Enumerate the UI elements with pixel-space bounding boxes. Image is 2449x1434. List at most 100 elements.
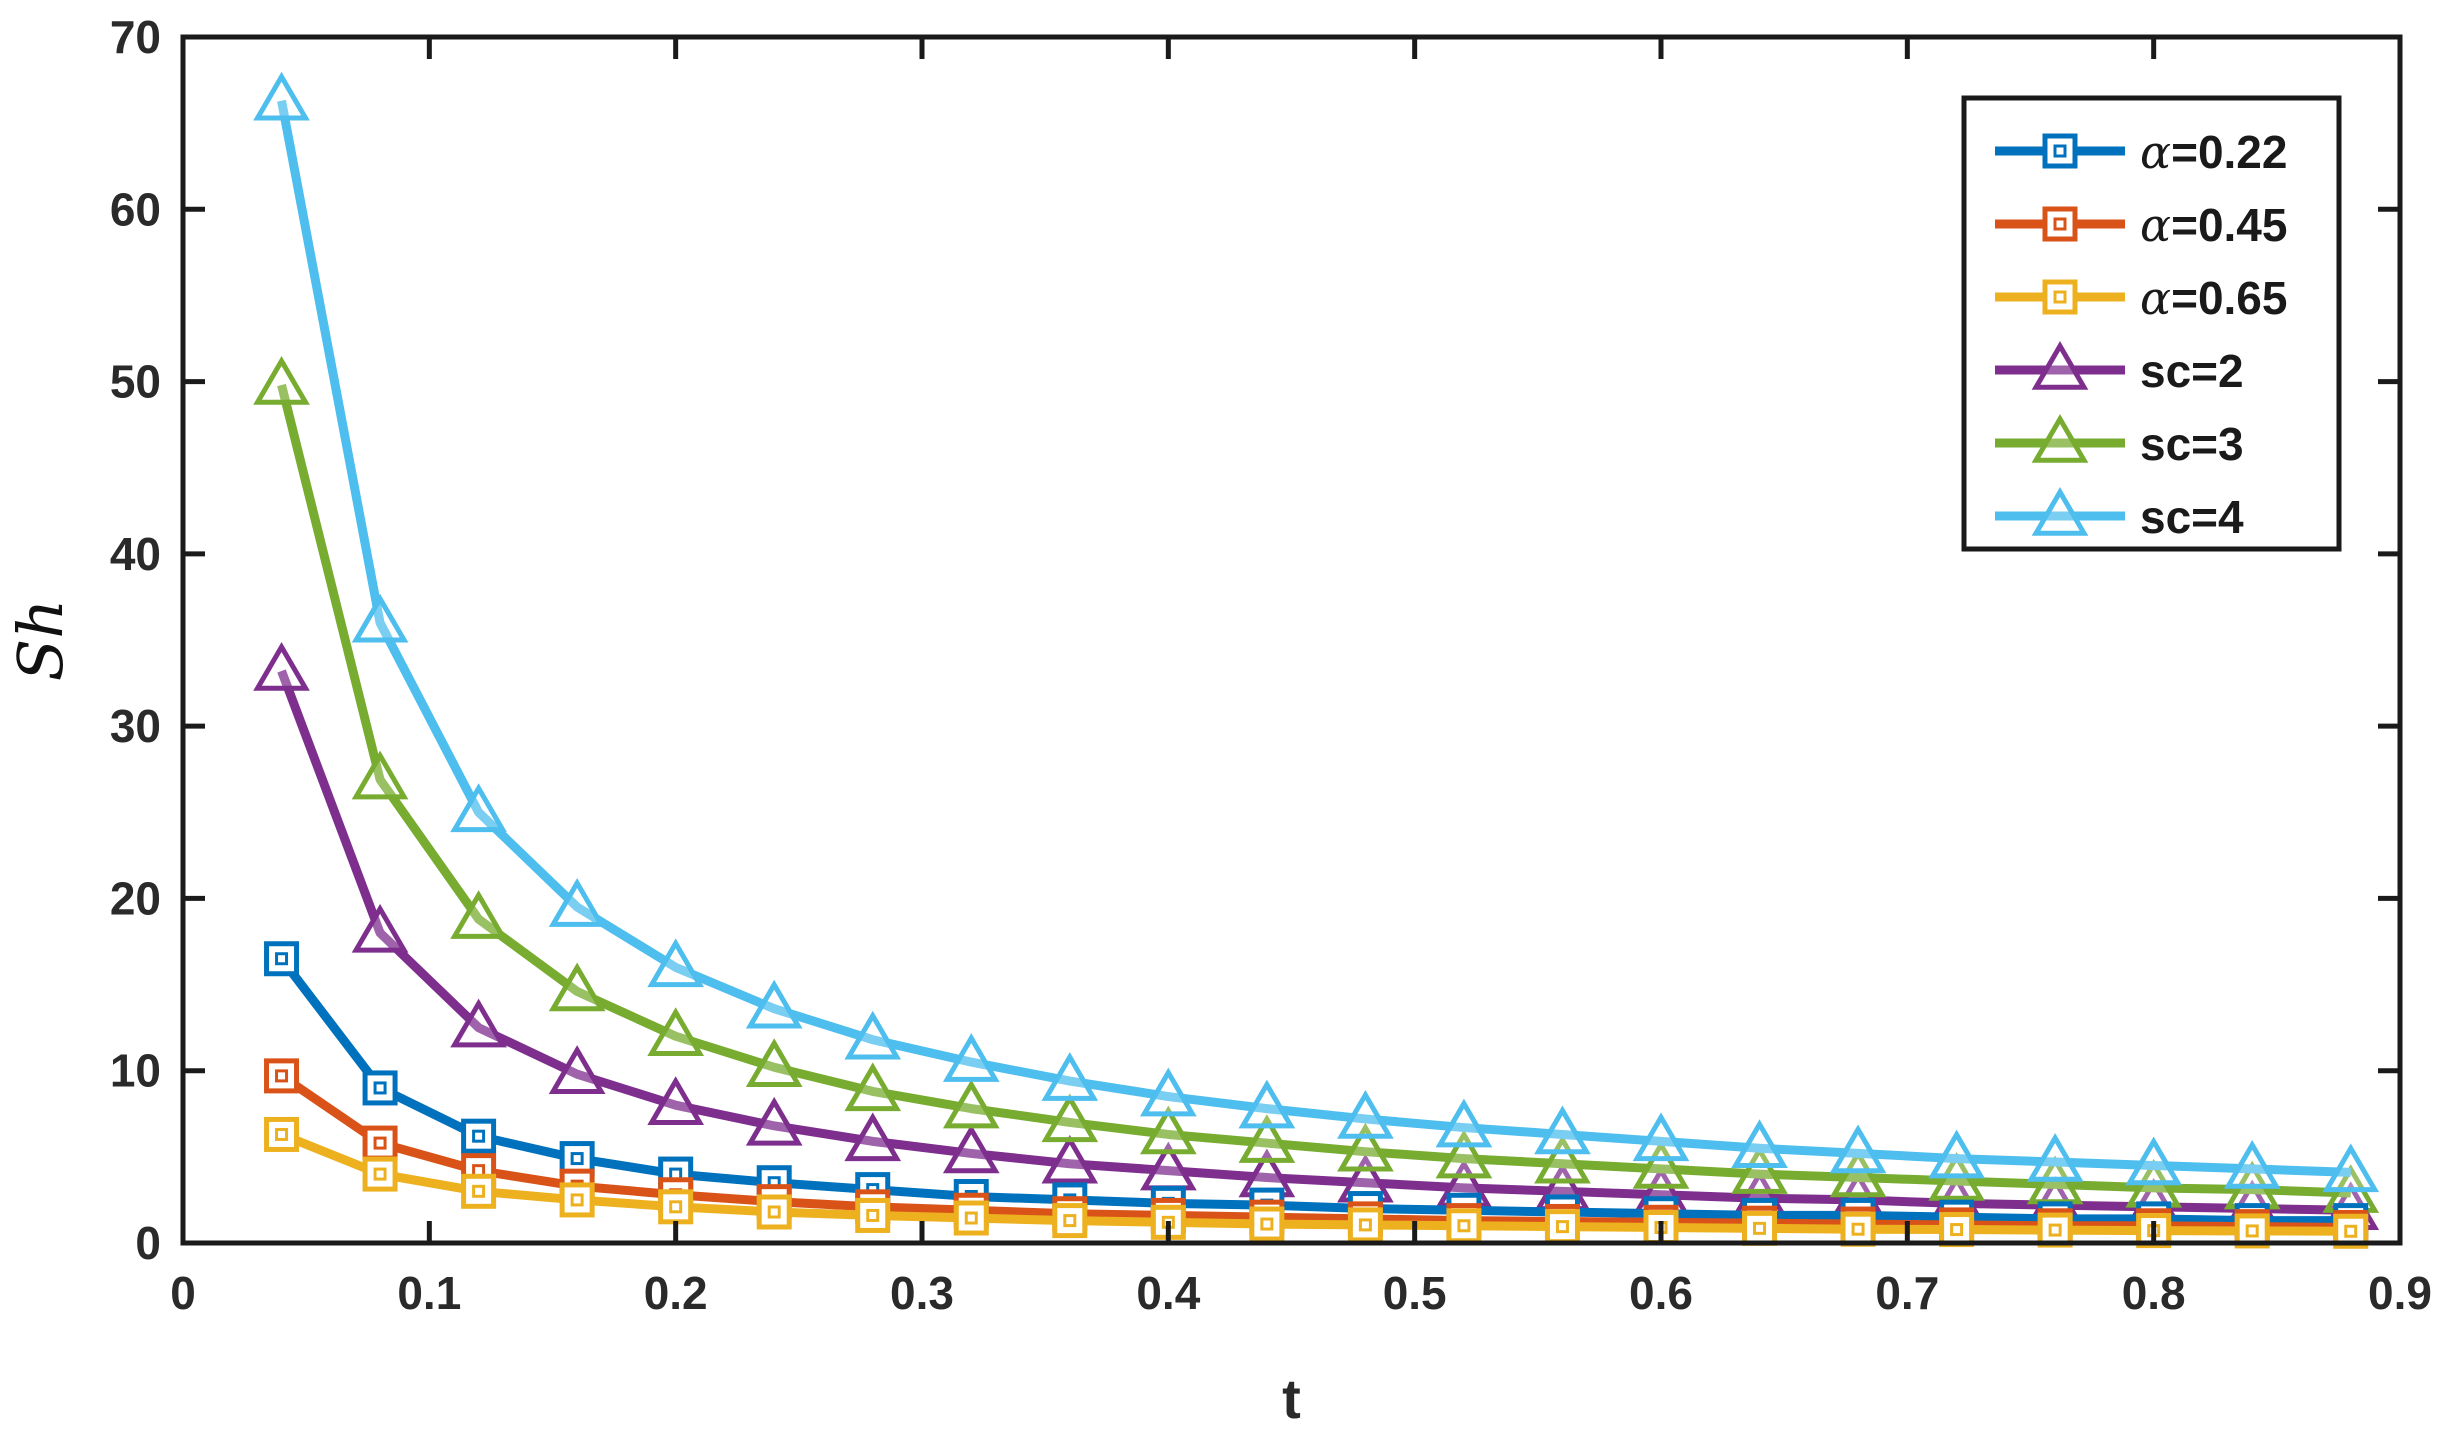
data-point bbox=[351, 903, 409, 953]
x-tick-label: 0 bbox=[170, 1267, 196, 1319]
data-point bbox=[2026, 1133, 2084, 1182]
y-tick-label: 30 bbox=[110, 700, 161, 752]
data-point bbox=[1041, 1093, 1099, 1143]
legend-label-text: =0.22 bbox=[2171, 126, 2287, 178]
legend-label-text: sc=2 bbox=[2140, 345, 2244, 397]
data-point bbox=[1249, 1206, 1285, 1242]
data-point bbox=[1731, 1145, 1788, 1194]
data-point bbox=[559, 1182, 595, 1218]
legend-box bbox=[1961, 95, 2342, 552]
data-point bbox=[351, 750, 409, 800]
data-point bbox=[548, 1045, 606, 1094]
legend-label-greek: α bbox=[2140, 198, 2171, 252]
x-axis-title: t bbox=[1282, 1367, 1301, 1430]
y-tick-label: 50 bbox=[110, 356, 161, 408]
data-point bbox=[1742, 1210, 1778, 1246]
legend-label-text: =0.65 bbox=[2171, 272, 2287, 324]
legend-entry: α=0.22 bbox=[1995, 125, 2287, 179]
data-point bbox=[1337, 1089, 1394, 1139]
legend-swatch-marker bbox=[2031, 487, 2089, 536]
data-point bbox=[1939, 1212, 1975, 1248]
legend-label: α=0.22 bbox=[2140, 125, 2287, 179]
data-point bbox=[1534, 1105, 1591, 1155]
axes-frame bbox=[180, 34, 2403, 1246]
data-point bbox=[1435, 1098, 1493, 1148]
y-tick-label: 0 bbox=[135, 1217, 161, 1269]
data-point bbox=[658, 1189, 694, 1225]
tick-marks bbox=[180, 34, 2403, 1246]
data-point bbox=[1829, 1124, 1887, 1174]
x-tick-label: 0.2 bbox=[644, 1267, 708, 1319]
data-point bbox=[1238, 1114, 1296, 1163]
y-tick-label: 60 bbox=[110, 183, 161, 235]
data-point bbox=[2125, 1136, 2183, 1186]
data-point bbox=[1829, 1148, 1887, 1198]
data-point bbox=[1347, 1207, 1383, 1243]
legend-entry: sc=2 bbox=[1995, 341, 2244, 397]
legend-label-greek: α bbox=[2140, 271, 2171, 325]
legend-swatch-marker bbox=[2042, 279, 2078, 315]
legend-entry: α=0.45 bbox=[1995, 198, 2287, 252]
y-axis-title: Sh bbox=[4, 599, 77, 681]
legend-swatch-marker bbox=[2042, 206, 2078, 242]
data-point bbox=[942, 1033, 1000, 1082]
data-point bbox=[1052, 1203, 1088, 1239]
series-line bbox=[277, 955, 2351, 1226]
data-point bbox=[1337, 1122, 1394, 1172]
data-point bbox=[253, 71, 310, 121]
data-point bbox=[647, 1007, 705, 1057]
series-line bbox=[277, 99, 2351, 1177]
data-point bbox=[461, 1118, 497, 1154]
data-point bbox=[647, 938, 705, 988]
data-point bbox=[362, 1125, 398, 1161]
data-point bbox=[264, 941, 300, 977]
data-point bbox=[362, 1156, 398, 1192]
legend-label-text: sc=3 bbox=[2140, 418, 2244, 470]
data-point bbox=[1041, 1052, 1099, 1101]
data-point bbox=[461, 1173, 497, 1209]
data-point bbox=[953, 1200, 989, 1236]
series-sc-3 bbox=[253, 356, 2380, 1213]
series-line bbox=[277, 669, 2351, 1215]
legend-label: sc=2 bbox=[2140, 345, 2244, 397]
data-point bbox=[1139, 1105, 1197, 1155]
series--0-65 bbox=[264, 1116, 2369, 1249]
series-line bbox=[279, 1130, 2351, 1236]
data-point bbox=[1041, 1134, 1099, 1184]
x-tick-label: 0.9 bbox=[2368, 1267, 2432, 1319]
y-tick-label: 20 bbox=[110, 872, 161, 924]
data-point bbox=[2223, 1139, 2281, 1189]
data-point bbox=[362, 1070, 398, 1106]
data-point bbox=[942, 1079, 1000, 1129]
data-point bbox=[1544, 1209, 1580, 1245]
x-tick-label: 0.6 bbox=[1629, 1267, 1693, 1319]
legend-entry: sc=3 bbox=[1995, 414, 2244, 470]
data-point bbox=[855, 1197, 891, 1233]
data-point bbox=[1632, 1112, 1690, 1162]
y-tick-labels: 0 10 20 30 40 50 60 70 bbox=[110, 11, 161, 1269]
data-point bbox=[1731, 1119, 1788, 1169]
axes bbox=[180, 34, 2403, 1246]
data-point bbox=[1139, 1067, 1197, 1117]
legend-label-text: sc=4 bbox=[2140, 491, 2244, 543]
y-tick-label: 70 bbox=[110, 11, 161, 63]
data-point bbox=[745, 979, 803, 1029]
legend-swatch-marker bbox=[2042, 133, 2078, 169]
legend-swatch-marker bbox=[2031, 414, 2089, 463]
data-point bbox=[844, 1010, 902, 1060]
legend-swatch-marker bbox=[2031, 341, 2089, 390]
x-tick-label: 0.3 bbox=[890, 1267, 954, 1319]
data-point bbox=[1435, 1129, 1493, 1179]
x-tick-label: 0.1 bbox=[397, 1267, 461, 1319]
legend-label: α=0.65 bbox=[2140, 271, 2287, 325]
data-point bbox=[1238, 1079, 1296, 1129]
data-point bbox=[647, 1076, 705, 1125]
legend-label: sc=3 bbox=[2140, 418, 2244, 470]
x-tick-label: 0.4 bbox=[1136, 1267, 1200, 1319]
data-point bbox=[756, 1194, 792, 1230]
data-point bbox=[844, 1062, 902, 1112]
data-point bbox=[450, 998, 507, 1048]
x-tick-label: 0.8 bbox=[2122, 1267, 2186, 1319]
